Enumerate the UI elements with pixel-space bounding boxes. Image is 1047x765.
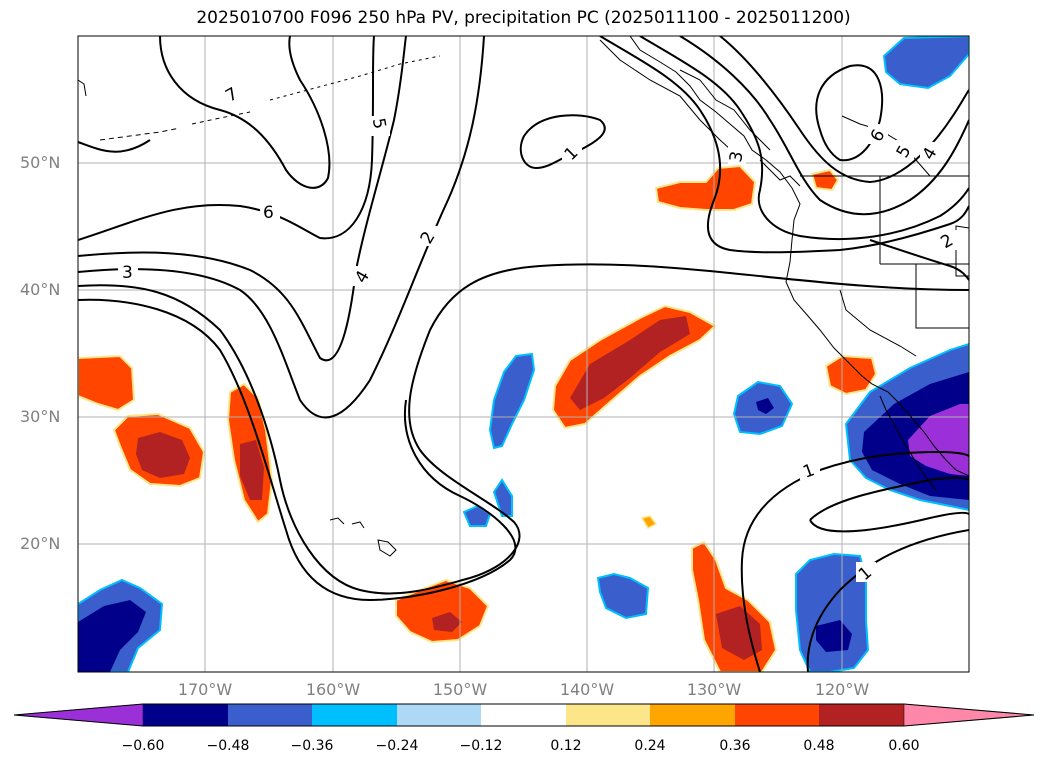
contour-label: 3 bbox=[122, 263, 133, 283]
precip-blob bbox=[716, 606, 762, 660]
precip-blob bbox=[795, 552, 870, 672]
colorbar-outline bbox=[13, 703, 1035, 727]
colorbar-bin bbox=[566, 704, 650, 726]
lon-label: 170°W bbox=[177, 680, 233, 699]
contour-labels: 7 5 6 3 4 2 1 6 5 4 2 1 1 3 bbox=[118, 84, 958, 585]
lat-label: 40°N bbox=[20, 280, 61, 299]
precip-blob bbox=[640, 515, 658, 529]
precip-blob bbox=[432, 612, 462, 632]
colorbar-tick-label: 0.12 bbox=[550, 738, 582, 754]
colorbar-bin bbox=[735, 704, 819, 726]
map-title: 2025010700 F096 250 hPa PV, precipitatio… bbox=[196, 8, 851, 28]
precip-blob bbox=[240, 440, 264, 500]
precip-blob bbox=[908, 404, 969, 476]
colorbar-tick-label: 0.48 bbox=[803, 738, 835, 754]
precip-blob bbox=[816, 620, 852, 652]
colorbar bbox=[13, 703, 1035, 727]
colorbar-tick-label: 0.24 bbox=[634, 738, 666, 754]
lon-label: 130°W bbox=[686, 680, 742, 699]
precip-blob bbox=[78, 354, 136, 412]
colorbar-bin bbox=[13, 703, 144, 727]
precip-blob bbox=[570, 316, 690, 410]
contour-label: 6 bbox=[263, 203, 274, 223]
lon-label: 120°W bbox=[814, 680, 870, 699]
colorbar-tick-label: −0.48 bbox=[206, 738, 250, 754]
precip-blob bbox=[78, 600, 146, 672]
colorbar-tick-label: −0.36 bbox=[290, 738, 334, 754]
map-gridlines bbox=[78, 36, 969, 672]
map-frame bbox=[77, 35, 970, 673]
colorbar-bin bbox=[650, 704, 735, 726]
colorbar-bin bbox=[903, 703, 1035, 727]
lat-label: 50°N bbox=[20, 153, 61, 172]
contour-label: 3 bbox=[726, 150, 748, 164]
contour-label: 5 bbox=[368, 117, 390, 131]
colorbar-tick-label: 0.60 bbox=[888, 738, 920, 754]
lon-label: 140°W bbox=[559, 680, 615, 699]
precip-blob bbox=[810, 168, 840, 192]
precip-negative-fields bbox=[78, 36, 969, 672]
precip-blob bbox=[824, 354, 878, 396]
colorbar-bin bbox=[312, 704, 397, 726]
pv-contours bbox=[78, 36, 969, 672]
colorbar-bin bbox=[481, 704, 566, 726]
precip-blob bbox=[136, 432, 190, 478]
precip-blob bbox=[596, 572, 650, 620]
lat-label: 30°N bbox=[20, 407, 61, 426]
lon-label: 160°W bbox=[305, 680, 361, 699]
precip-blob bbox=[882, 36, 969, 90]
lon-label: 150°W bbox=[432, 680, 488, 699]
colorbar-tick-label: −0.24 bbox=[375, 738, 419, 754]
precip-blob bbox=[462, 504, 492, 527]
precip-positive-fields bbox=[78, 164, 878, 672]
precip-blob bbox=[654, 164, 757, 211]
colorbar-bin bbox=[228, 704, 312, 726]
colorbar-tick-label: 0.36 bbox=[719, 738, 751, 754]
colorbar-tick-label: −0.60 bbox=[121, 738, 165, 754]
lat-label: 20°N bbox=[20, 534, 61, 553]
precip-blob bbox=[756, 398, 774, 414]
coastlines bbox=[78, 36, 969, 557]
colorbar-bin bbox=[397, 704, 481, 726]
colorbar-bin bbox=[143, 704, 228, 726]
colorbar-tick-label: −0.12 bbox=[459, 738, 503, 754]
precip-blob bbox=[488, 352, 536, 450]
colorbar-bin bbox=[819, 704, 904, 726]
